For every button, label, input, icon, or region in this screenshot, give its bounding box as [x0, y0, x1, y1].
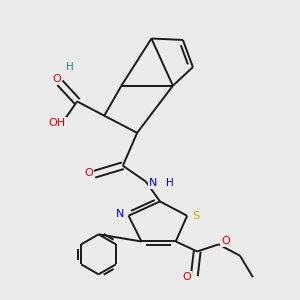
Text: O: O [84, 168, 93, 178]
Text: N: N [116, 209, 124, 219]
Text: O: O [183, 272, 191, 282]
Text: H: H [66, 62, 74, 72]
Text: S: S [193, 211, 200, 221]
Text: O: O [221, 236, 230, 247]
Text: H: H [166, 178, 174, 188]
Text: O: O [52, 74, 61, 83]
Text: N: N [149, 178, 157, 188]
Text: OH: OH [49, 118, 66, 128]
